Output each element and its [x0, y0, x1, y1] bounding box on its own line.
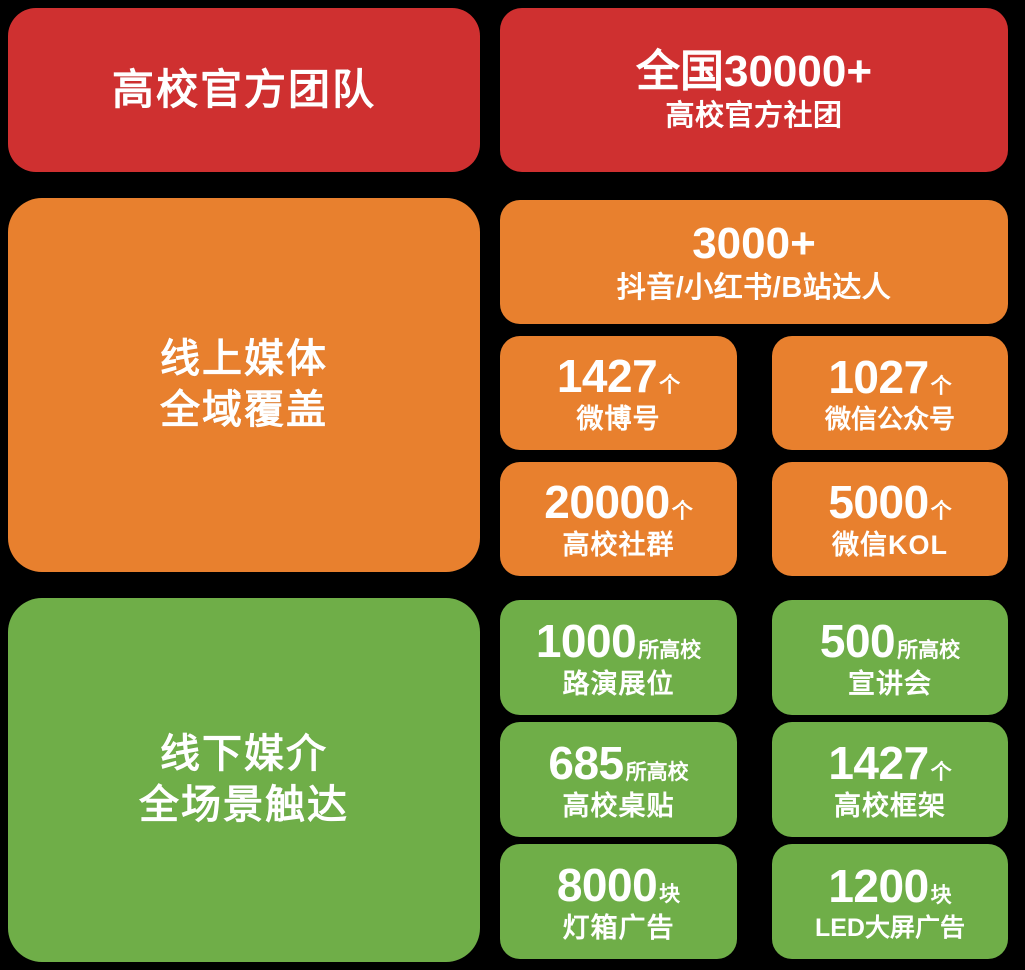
stat-number-line: 685 所高校: [548, 736, 689, 789]
stat-unit: 个: [930, 760, 952, 784]
category-panel-offline-media[interactable]: 线下媒介 全场景触达: [8, 598, 480, 962]
stat-card-wechat-official-accounts[interactable]: 1027 个 微信公众号: [772, 336, 1008, 450]
stat-unit: 个: [930, 500, 952, 524]
stat-unit: 个: [930, 374, 952, 398]
stat-number: 500: [819, 614, 896, 667]
stat-card-influencers[interactable]: 3000+ 抖音/小红书/B站达人: [500, 200, 1008, 324]
stat-number: 20000: [544, 476, 670, 529]
stat-number-line: 8000 块: [556, 858, 681, 911]
stat-number-line: 1000 所高校: [535, 614, 702, 667]
category-panel-title: 线上媒体 全域覆盖: [160, 336, 328, 432]
category-panel-title: 线下媒介 全场景触达: [139, 731, 349, 827]
category-panel-online-media[interactable]: 线上媒体 全域覆盖: [8, 198, 480, 572]
stat-number: 1000: [535, 614, 637, 667]
stat-number-line: 1027 个: [828, 350, 952, 403]
stat-hero-label: 抖音/小红书/B站达人: [616, 271, 892, 304]
stat-hero-label: 高校官方社团: [665, 99, 843, 132]
stat-unit: 所高校: [625, 760, 689, 784]
stat-card-lightbox-ads[interactable]: 8000 块 灯箱广告: [500, 844, 737, 959]
stat-hero-number: 3000+: [692, 218, 816, 268]
stat-card-led-screen-ads[interactable]: 1200 块 LED大屏广告: [772, 844, 1008, 959]
category-panel-title: 高校官方团队: [111, 66, 376, 114]
stat-number: 685: [548, 736, 624, 789]
stat-unit: 所高校: [638, 638, 702, 662]
stat-label: 高校桌贴: [562, 790, 675, 821]
stat-card-campus-frames[interactable]: 1427 个 高校框架: [772, 722, 1008, 837]
stat-number: 8000: [556, 858, 658, 911]
stat-label: 高校社群: [562, 530, 675, 561]
stat-unit: 个: [671, 500, 693, 524]
stat-number-line: 500 所高校: [819, 614, 961, 667]
stat-number: 1027: [828, 350, 929, 403]
stat-unit: 块: [659, 882, 681, 906]
stat-label: 灯箱广告: [562, 912, 675, 943]
stat-number-line: 1200 块: [828, 859, 952, 912]
stat-number-line: 1427 个: [828, 736, 952, 789]
stat-card-campus-groups[interactable]: 20000 个 高校社群: [500, 462, 737, 576]
stat-number: 5000: [828, 476, 929, 529]
stat-label: LED大屏广告: [814, 914, 965, 943]
stat-label: 宣讲会: [848, 668, 932, 699]
stat-number: 1427: [556, 350, 658, 403]
stat-label: 路演展位: [562, 668, 675, 699]
stat-card-roadshow-booths[interactable]: 1000 所高校 路演展位: [500, 600, 737, 715]
stat-card-official-clubs[interactable]: 全国30000+ 高校官方社团: [500, 8, 1008, 172]
stat-card-weibo-accounts[interactable]: 1427 个 微博号: [500, 336, 737, 450]
stat-label: 微信公众号: [824, 404, 955, 434]
stat-card-info-sessions[interactable]: 500 所高校 宣讲会: [772, 600, 1008, 715]
stat-label: 高校框架: [834, 790, 946, 821]
stat-unit: 所高校: [897, 638, 961, 662]
stat-number-line: 20000 个: [544, 476, 693, 529]
stat-number-line: 5000 个: [828, 476, 952, 529]
stat-label: 微博号: [576, 404, 661, 435]
stat-unit: 块: [930, 883, 952, 907]
stat-unit: 个: [659, 374, 681, 398]
category-panel-official-team[interactable]: 高校官方团队: [8, 8, 480, 172]
stat-label: 微信KOL: [832, 530, 948, 561]
stat-number: 1427: [828, 736, 929, 789]
stat-number: 1200: [828, 859, 929, 912]
stat-card-desk-stickers[interactable]: 685 所高校 高校桌贴: [500, 722, 737, 837]
stat-number-line: 1427 个: [556, 350, 681, 403]
stat-hero-number: 全国30000+: [635, 46, 873, 96]
stat-card-wechat-kol[interactable]: 5000 个 微信KOL: [772, 462, 1008, 576]
